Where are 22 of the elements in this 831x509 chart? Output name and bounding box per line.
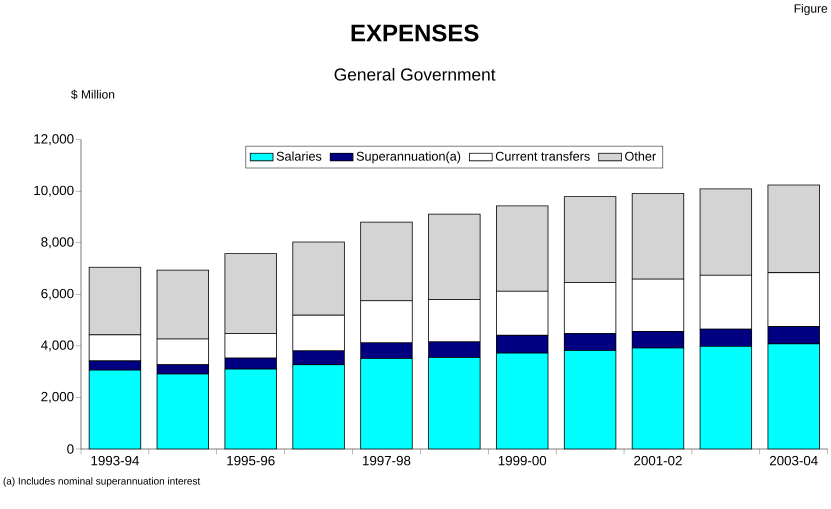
y-tick-label: 6,000 xyxy=(41,288,74,300)
chart-title: EXPENSES xyxy=(352,24,478,42)
x-tick-label: 1993-94 xyxy=(92,456,140,466)
x-tick-label: 1997-98 xyxy=(363,456,410,466)
y-tick-label: 10,000 xyxy=(34,186,74,197)
y-axis-title: $ Million xyxy=(71,90,114,100)
chart-subtitle: General Government xyxy=(334,68,496,81)
legend-label: Current transfers xyxy=(496,151,590,161)
x-tick-label: 2003-04 xyxy=(770,456,818,466)
legend-label: Other xyxy=(625,151,656,161)
y-tick-label: 12,000 xyxy=(34,134,74,146)
y-tick-label: 2,000 xyxy=(41,392,74,403)
legend-label: Salaries xyxy=(276,151,322,161)
x-tick-label: 1999-00 xyxy=(498,456,546,466)
y-tick-label: 4,000 xyxy=(41,340,74,352)
text: (a) Includes nominal superannuation interest xyxy=(4,477,200,487)
x-tick-label: 1995-96 xyxy=(227,456,275,466)
text: Figure xyxy=(794,4,828,16)
x-tick-label: 2001-02 xyxy=(634,456,682,466)
y-tick-label: 8,000 xyxy=(41,237,74,248)
y-tick-label: 0 xyxy=(67,444,74,454)
legend-label: Superannuation(a) xyxy=(356,151,460,164)
